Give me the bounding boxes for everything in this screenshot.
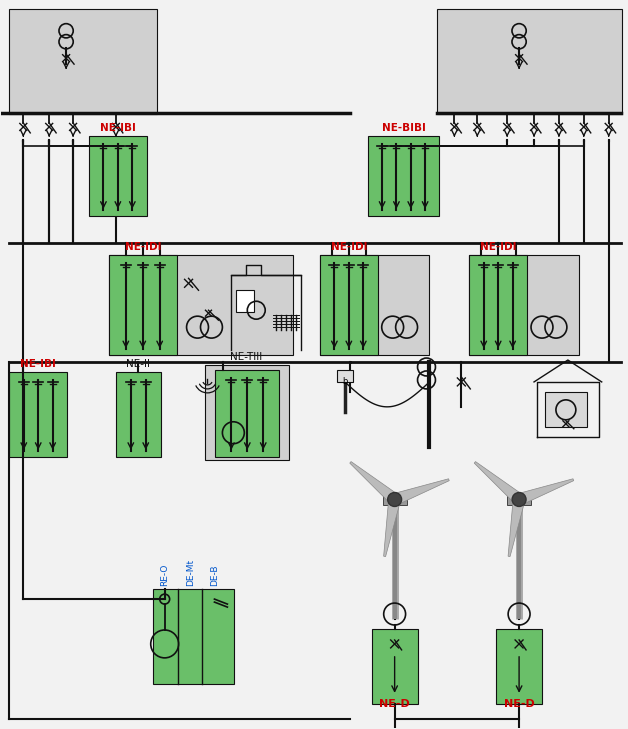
Bar bbox=[153, 589, 234, 684]
Text: RE-O: RE-O bbox=[160, 564, 169, 586]
Bar bbox=[320, 255, 377, 355]
Text: NE-D: NE-D bbox=[504, 698, 534, 709]
Text: NE-D: NE-D bbox=[379, 698, 410, 709]
Circle shape bbox=[512, 493, 526, 507]
Polygon shape bbox=[350, 461, 399, 504]
Text: NE-TIII: NE-TIII bbox=[230, 352, 263, 362]
Bar bbox=[545, 392, 587, 426]
Bar bbox=[109, 255, 293, 355]
Bar bbox=[215, 370, 279, 456]
Bar bbox=[116, 372, 161, 456]
Bar bbox=[368, 136, 440, 216]
Bar bbox=[496, 629, 542, 703]
Bar bbox=[109, 255, 176, 355]
Bar bbox=[469, 255, 527, 355]
Polygon shape bbox=[508, 499, 525, 556]
Bar bbox=[9, 372, 67, 456]
Bar bbox=[382, 494, 406, 505]
Text: NE-BIBI: NE-BIBI bbox=[382, 123, 426, 133]
Text: NE-II: NE-II bbox=[126, 359, 150, 369]
Bar bbox=[320, 255, 430, 355]
Text: NE-IDI: NE-IDI bbox=[480, 243, 516, 252]
Text: DE-Mt: DE-Mt bbox=[186, 559, 195, 586]
Polygon shape bbox=[517, 479, 574, 505]
Bar bbox=[9, 9, 157, 114]
Bar bbox=[438, 9, 622, 114]
Text: DE-B: DE-B bbox=[210, 565, 219, 586]
Polygon shape bbox=[392, 479, 449, 505]
Bar bbox=[337, 370, 353, 382]
Text: NE-IDI: NE-IDI bbox=[124, 243, 161, 252]
Bar bbox=[507, 494, 531, 505]
Text: NE-IBI: NE-IBI bbox=[20, 359, 56, 369]
Bar bbox=[236, 290, 254, 312]
Text: NE-IBI: NE-IBI bbox=[100, 123, 136, 133]
Polygon shape bbox=[474, 461, 523, 504]
Text: NE-IDI: NE-IDI bbox=[330, 243, 367, 252]
Bar bbox=[469, 255, 579, 355]
Circle shape bbox=[387, 493, 402, 507]
Bar bbox=[205, 365, 289, 460]
Bar bbox=[89, 136, 147, 216]
Polygon shape bbox=[384, 499, 401, 556]
Bar bbox=[372, 629, 418, 703]
Text: b: b bbox=[342, 378, 347, 386]
